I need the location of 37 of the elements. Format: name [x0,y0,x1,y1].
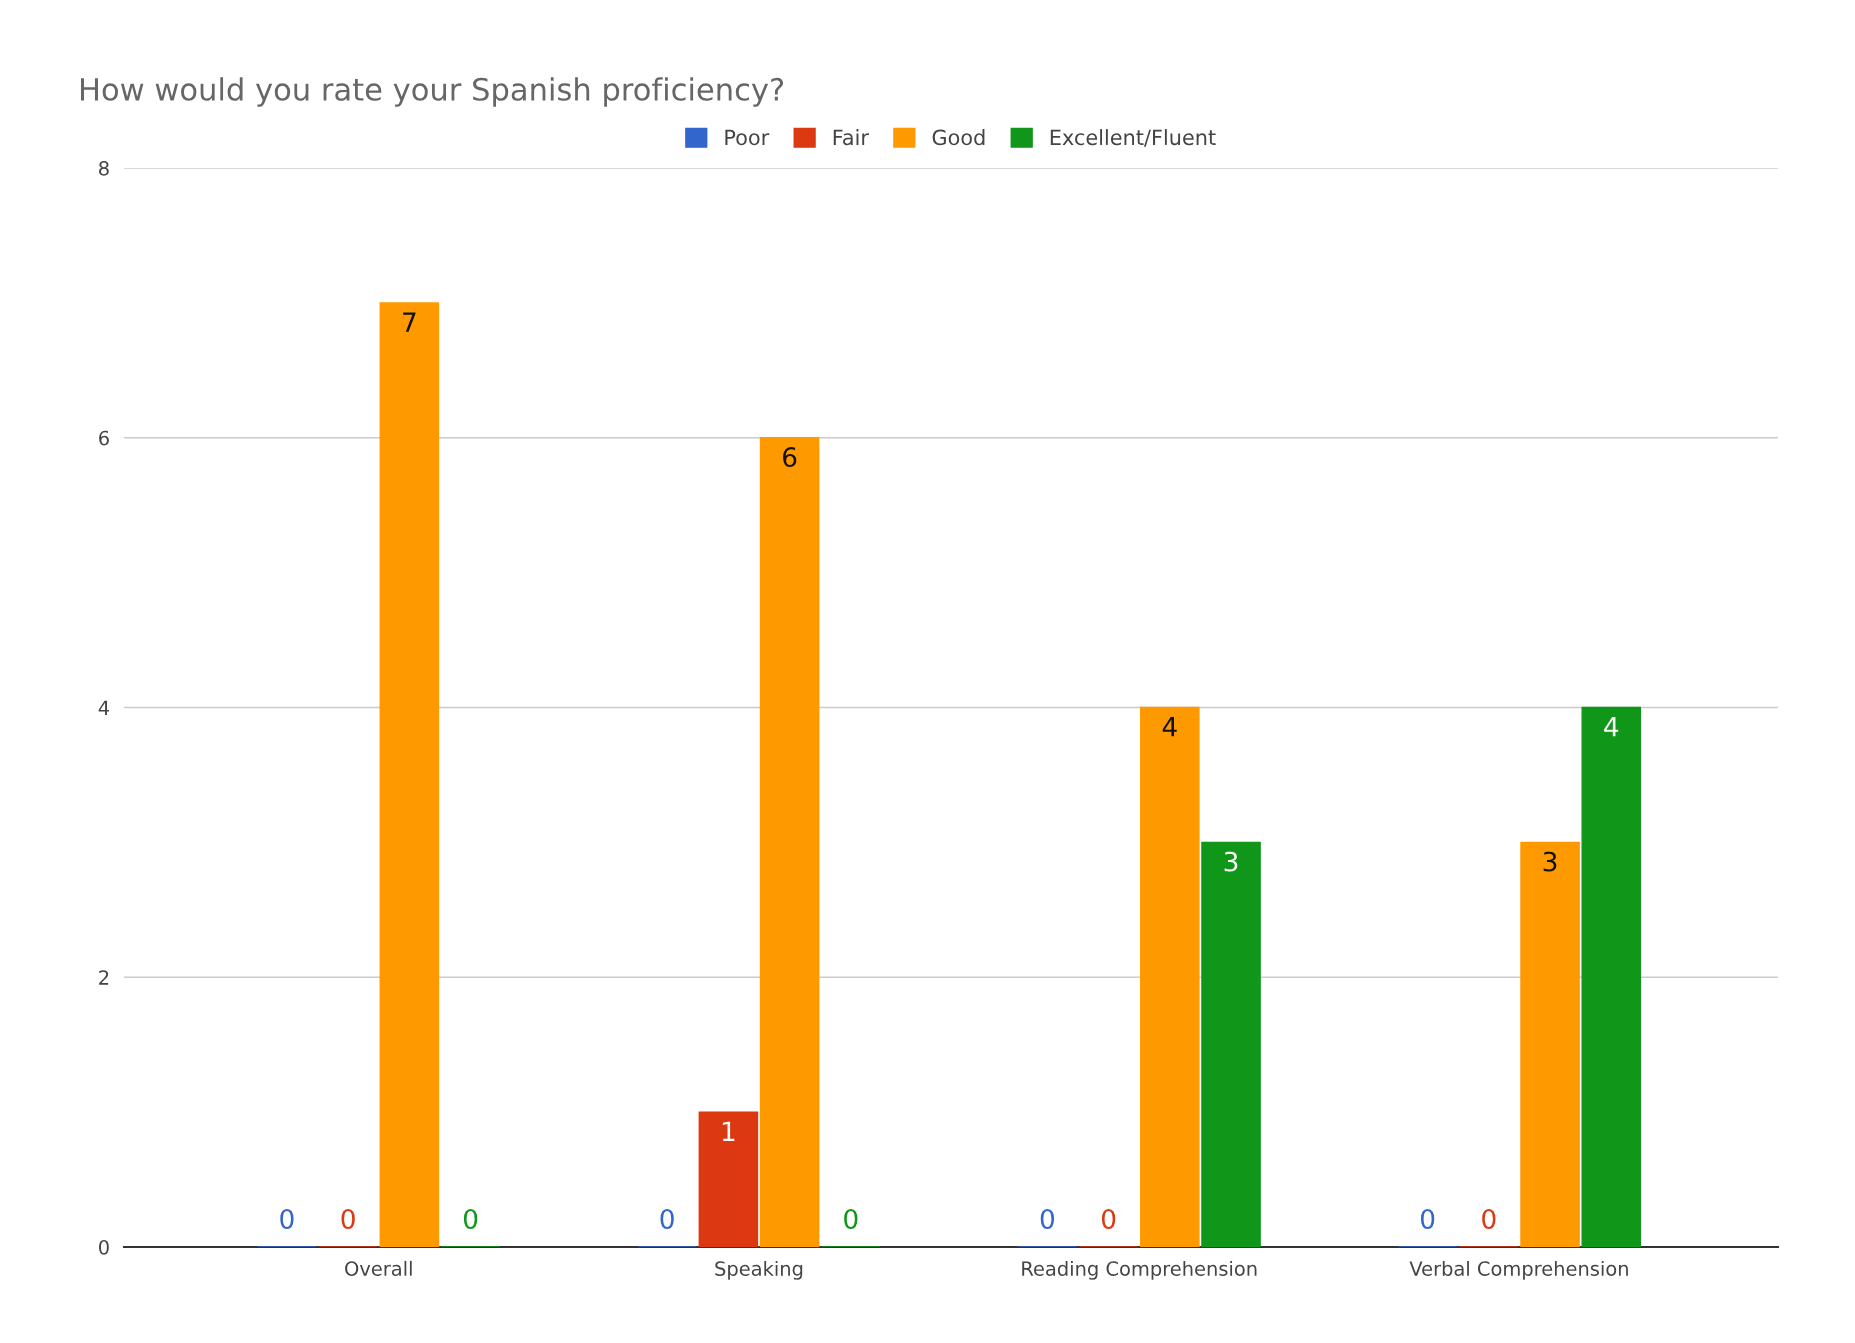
bar [379,302,440,1247]
x-tick-label: Verbal Comprehension [1409,1260,1628,1280]
chart-title: How would you rate your Spanish proficiency? [81,77,784,107]
data-label: 4 [1162,717,1177,737]
bar [1201,841,1261,1247]
y-tick-label: 2 [99,970,109,985]
x-tick-label: Reading Comprehension [1022,1260,1257,1280]
bar [698,1111,759,1247]
data-label: 0 [463,1208,478,1229]
data-label: 3 [1543,851,1557,872]
y-tick-label: 0 [99,1239,109,1255]
data-label: 0 [660,1208,674,1229]
data-label: 0 [1420,1208,1435,1229]
legend-label: Poor [725,129,770,146]
data-label: 0 [1040,1208,1055,1229]
data-label: 0 [1101,1208,1116,1229]
data-label: 0 [341,1208,355,1229]
data-label: 6 [783,447,797,467]
bar [1520,841,1580,1247]
legend-label: Excellent/Fluent [1050,129,1216,147]
x-tick-label: Overall [345,1260,412,1276]
bar [759,437,820,1247]
data-label: 3 [1224,851,1238,872]
data-label: 7 [403,312,416,332]
data-label: 1 [722,1121,735,1141]
data-label: 4 [1604,717,1619,737]
data-label: 0 [1482,1208,1496,1229]
data-label: 0 [280,1208,294,1229]
x-tick-label: Speaking [715,1260,803,1280]
legend-label: Fair [833,129,869,146]
y-tick-label: 4 [98,700,110,715]
y-tick-label: 8 [99,160,109,176]
y-tick-label: 6 [99,430,109,446]
bar [1140,706,1200,1247]
bar [1581,706,1642,1247]
data-label: 0 [844,1208,858,1229]
legend-label: Good [932,129,985,146]
